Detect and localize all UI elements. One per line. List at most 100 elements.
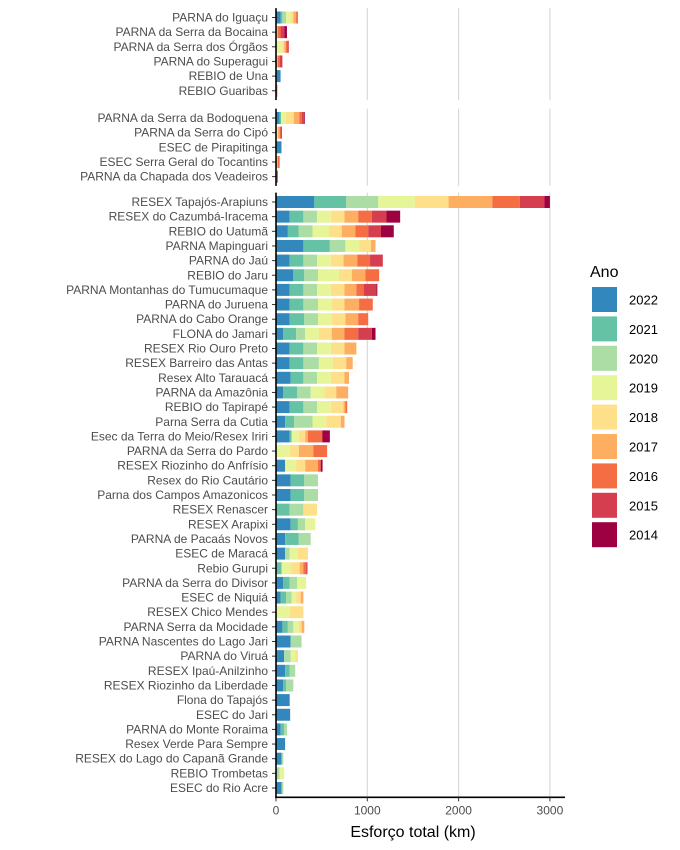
bar-segment-2015-p2-2 xyxy=(368,225,381,238)
bar-segment-2019-p2-16 xyxy=(291,430,299,443)
bar-segment-2019-p2-2 xyxy=(312,225,329,238)
bar-segment-2021-p2-0 xyxy=(314,196,347,208)
category-label-p2-24: ESEC de Maracá xyxy=(175,547,268,561)
bar-segment-2015-p2-16 xyxy=(321,430,323,443)
bar-segment-2014-p2-0 xyxy=(544,196,550,208)
bar-segment-2020-p2-9 xyxy=(296,327,306,340)
bar-segment-2017-p2-17 xyxy=(298,445,314,458)
category-label-p2-13: PARNA da Amazônia xyxy=(155,385,268,399)
bar-segment-2019-p2-22 xyxy=(305,518,316,531)
category-label-p2-21: RESEX Renascer xyxy=(173,503,268,517)
bar-segment-2021-p2-32 xyxy=(285,664,290,677)
category-label-p2-27: ESEC de Niquiá xyxy=(181,591,268,605)
bar-segment-2018-p2-0 xyxy=(414,196,449,208)
bar-segment-2017-p2-16 xyxy=(305,430,308,443)
category-label-p2-23: PARNA de Pacaás Novos xyxy=(131,532,268,546)
legend-label-2018: 2018 xyxy=(629,410,658,425)
bar-segment-2015-p2-25 xyxy=(306,562,308,575)
bar-segment-2016-p2-6 xyxy=(356,283,364,296)
category-label-p2-5: REBIO do Jaru xyxy=(187,268,268,282)
bar-segment-2016-p2-9 xyxy=(344,327,359,340)
category-label-p2-36: PARNA do Monte Roraima xyxy=(126,722,268,736)
bar-segment-2019-p0-0 xyxy=(286,11,291,24)
bar-segment-2019-p2-13 xyxy=(310,386,325,399)
bar-segment-2016-p2-2 xyxy=(355,225,369,238)
category-label-p2-15: Parna Serra da Cutia xyxy=(155,415,268,429)
bar-segment-2017-p1-1 xyxy=(277,126,280,139)
bar-segment-2016-p2-5 xyxy=(365,269,380,282)
bar-segment-2019-p2-27 xyxy=(291,591,297,604)
bar-segment-2016-p2-7 xyxy=(359,298,373,311)
bar-segment-2021-p2-4 xyxy=(289,254,304,267)
bar-segment-2017-p2-3 xyxy=(370,239,376,252)
category-label-p2-11: RESEX Barreiro das Antas xyxy=(125,356,268,370)
bar-segment-2017-p2-13 xyxy=(336,386,349,399)
bar-segment-2021-p2-29 xyxy=(282,620,288,633)
bar-segment-2022-p2-5 xyxy=(276,269,294,282)
category-label-p2-20: Parna dos Campos Amazonicos xyxy=(97,488,268,502)
bar-segment-2018-p2-25 xyxy=(290,562,300,575)
legend-swatch-2018 xyxy=(592,404,617,430)
bar-segment-2022-p2-16 xyxy=(276,430,290,443)
x-tick-label-1: 1000 xyxy=(354,803,381,817)
bar-segment-2018-p2-13 xyxy=(324,386,337,399)
bar-segment-2021-p2-27 xyxy=(280,591,287,604)
bar-segment-2016-p2-17 xyxy=(313,445,328,458)
legend-swatch-2021 xyxy=(592,316,617,342)
bar-segment-2022-p2-38 xyxy=(276,752,282,765)
bar-segment-2022-p2-30 xyxy=(276,635,291,648)
bar-segment-2016-p2-14 xyxy=(345,401,348,414)
bar-segment-2018-p0-2 xyxy=(282,40,285,53)
bar-segment-2018-p2-21 xyxy=(303,503,318,516)
bar-segment-2022-p2-26 xyxy=(276,576,284,589)
bar-segment-2021-p0-0 xyxy=(280,11,283,24)
bar-segment-2018-p2-16 xyxy=(298,430,306,443)
bar-segment-2018-p2-14 xyxy=(330,401,344,414)
bar-segment-2019-p2-31 xyxy=(290,650,296,663)
category-label-p0-4: REBIO de Una xyxy=(189,69,269,83)
bar-segment-2017-p2-1 xyxy=(344,210,359,223)
bar-segment-2015-p1-1 xyxy=(280,126,282,139)
category-label-p2-0: RESEX Tapajós-Arapiuns xyxy=(131,195,268,209)
bar-segment-2022-p2-14 xyxy=(276,401,290,414)
bar-segment-2019-p2-11 xyxy=(318,357,333,370)
bar-segment-2018-p2-17 xyxy=(289,445,299,458)
bar-segment-2021-p2-25 xyxy=(276,562,282,575)
category-label-p2-30: PARNA Nascentes do Lago Jari xyxy=(99,635,268,649)
bar-segment-2017-p2-29 xyxy=(301,620,305,633)
category-label-p2-29: PARNA Serra da Mocidade xyxy=(123,620,268,634)
bar-segment-2021-p2-6 xyxy=(289,283,304,296)
category-label-p2-17: PARNA da Serra do Pardo xyxy=(127,444,269,458)
category-label-p0-3: PARNA do Superagui xyxy=(153,54,268,68)
axes: 0 1000 2000 3000 xyxy=(272,8,565,817)
bar-segment-2020-p2-14 xyxy=(303,401,318,414)
bar-segment-2016-p2-0 xyxy=(492,196,520,208)
bar-segment-2022-p0-0 xyxy=(276,11,281,24)
bar-segment-2021-p2-3 xyxy=(303,239,330,252)
bar-segment-2022-p2-36 xyxy=(276,723,281,736)
bar-segment-2018-p2-18 xyxy=(296,459,306,472)
bar-segment-2015-p2-9 xyxy=(358,327,372,340)
category-label-p2-25: Rebio Gurupi xyxy=(197,561,268,575)
bar-segment-2022-p2-13 xyxy=(276,386,284,399)
bar-segment-2019-p2-1 xyxy=(317,210,331,223)
bar-segment-2019-p1-1 xyxy=(276,126,278,139)
legend-swatch-2022 xyxy=(592,287,617,312)
bar-segment-2015-p0-3 xyxy=(279,55,283,68)
category-label-p1-4: PARNA da Chapada dos Veadeiros xyxy=(80,170,268,184)
x-tick-label-0: 0 xyxy=(273,803,280,817)
bar-segment-2018-p2-6 xyxy=(330,283,345,296)
category-label-p2-12: Resex Alto Tarauacá xyxy=(158,371,268,385)
bar-segment-2020-p2-3 xyxy=(329,239,346,252)
x-tick-label-3: 3000 xyxy=(537,803,564,817)
bar-segment-2021-p2-8 xyxy=(289,313,305,326)
bar-segment-2019-p2-0 xyxy=(378,196,415,208)
bar-segment-2021-p2-12 xyxy=(290,371,304,384)
bar-segment-2021-p2-36 xyxy=(280,723,285,736)
legend-swatch-2019 xyxy=(592,375,617,401)
bar-segment-2021-p2-15 xyxy=(285,415,295,428)
legend-title: Ano xyxy=(590,264,619,281)
bar-segment-2022-p0-4 xyxy=(276,70,281,83)
bar-segment-2016-p2-25 xyxy=(303,562,307,575)
category-label-p2-4: PARNA do Jaú xyxy=(189,254,268,268)
